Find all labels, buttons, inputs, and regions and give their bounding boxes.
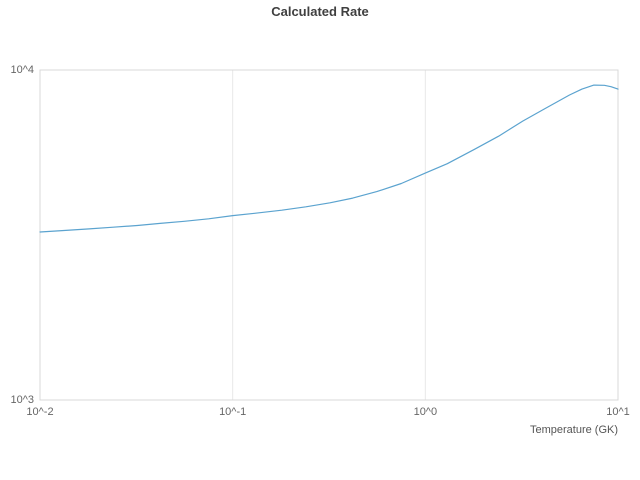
x-tick-label: 10^-1 bbox=[219, 406, 247, 418]
y-tick-label: 10^3 bbox=[10, 394, 34, 406]
x-tick-label: 10^0 bbox=[413, 406, 438, 418]
x-axis-title: Temperature (GK) bbox=[529, 424, 618, 436]
chart-title: Calculated Rate bbox=[271, 4, 369, 19]
plot-border bbox=[39, 69, 619, 401]
x-tick-label: 10^-2 bbox=[26, 406, 54, 418]
rate-line bbox=[39, 84, 619, 233]
y-tick-label: 10^4 bbox=[10, 64, 34, 76]
x-tick-label: 10^1 bbox=[606, 406, 630, 418]
